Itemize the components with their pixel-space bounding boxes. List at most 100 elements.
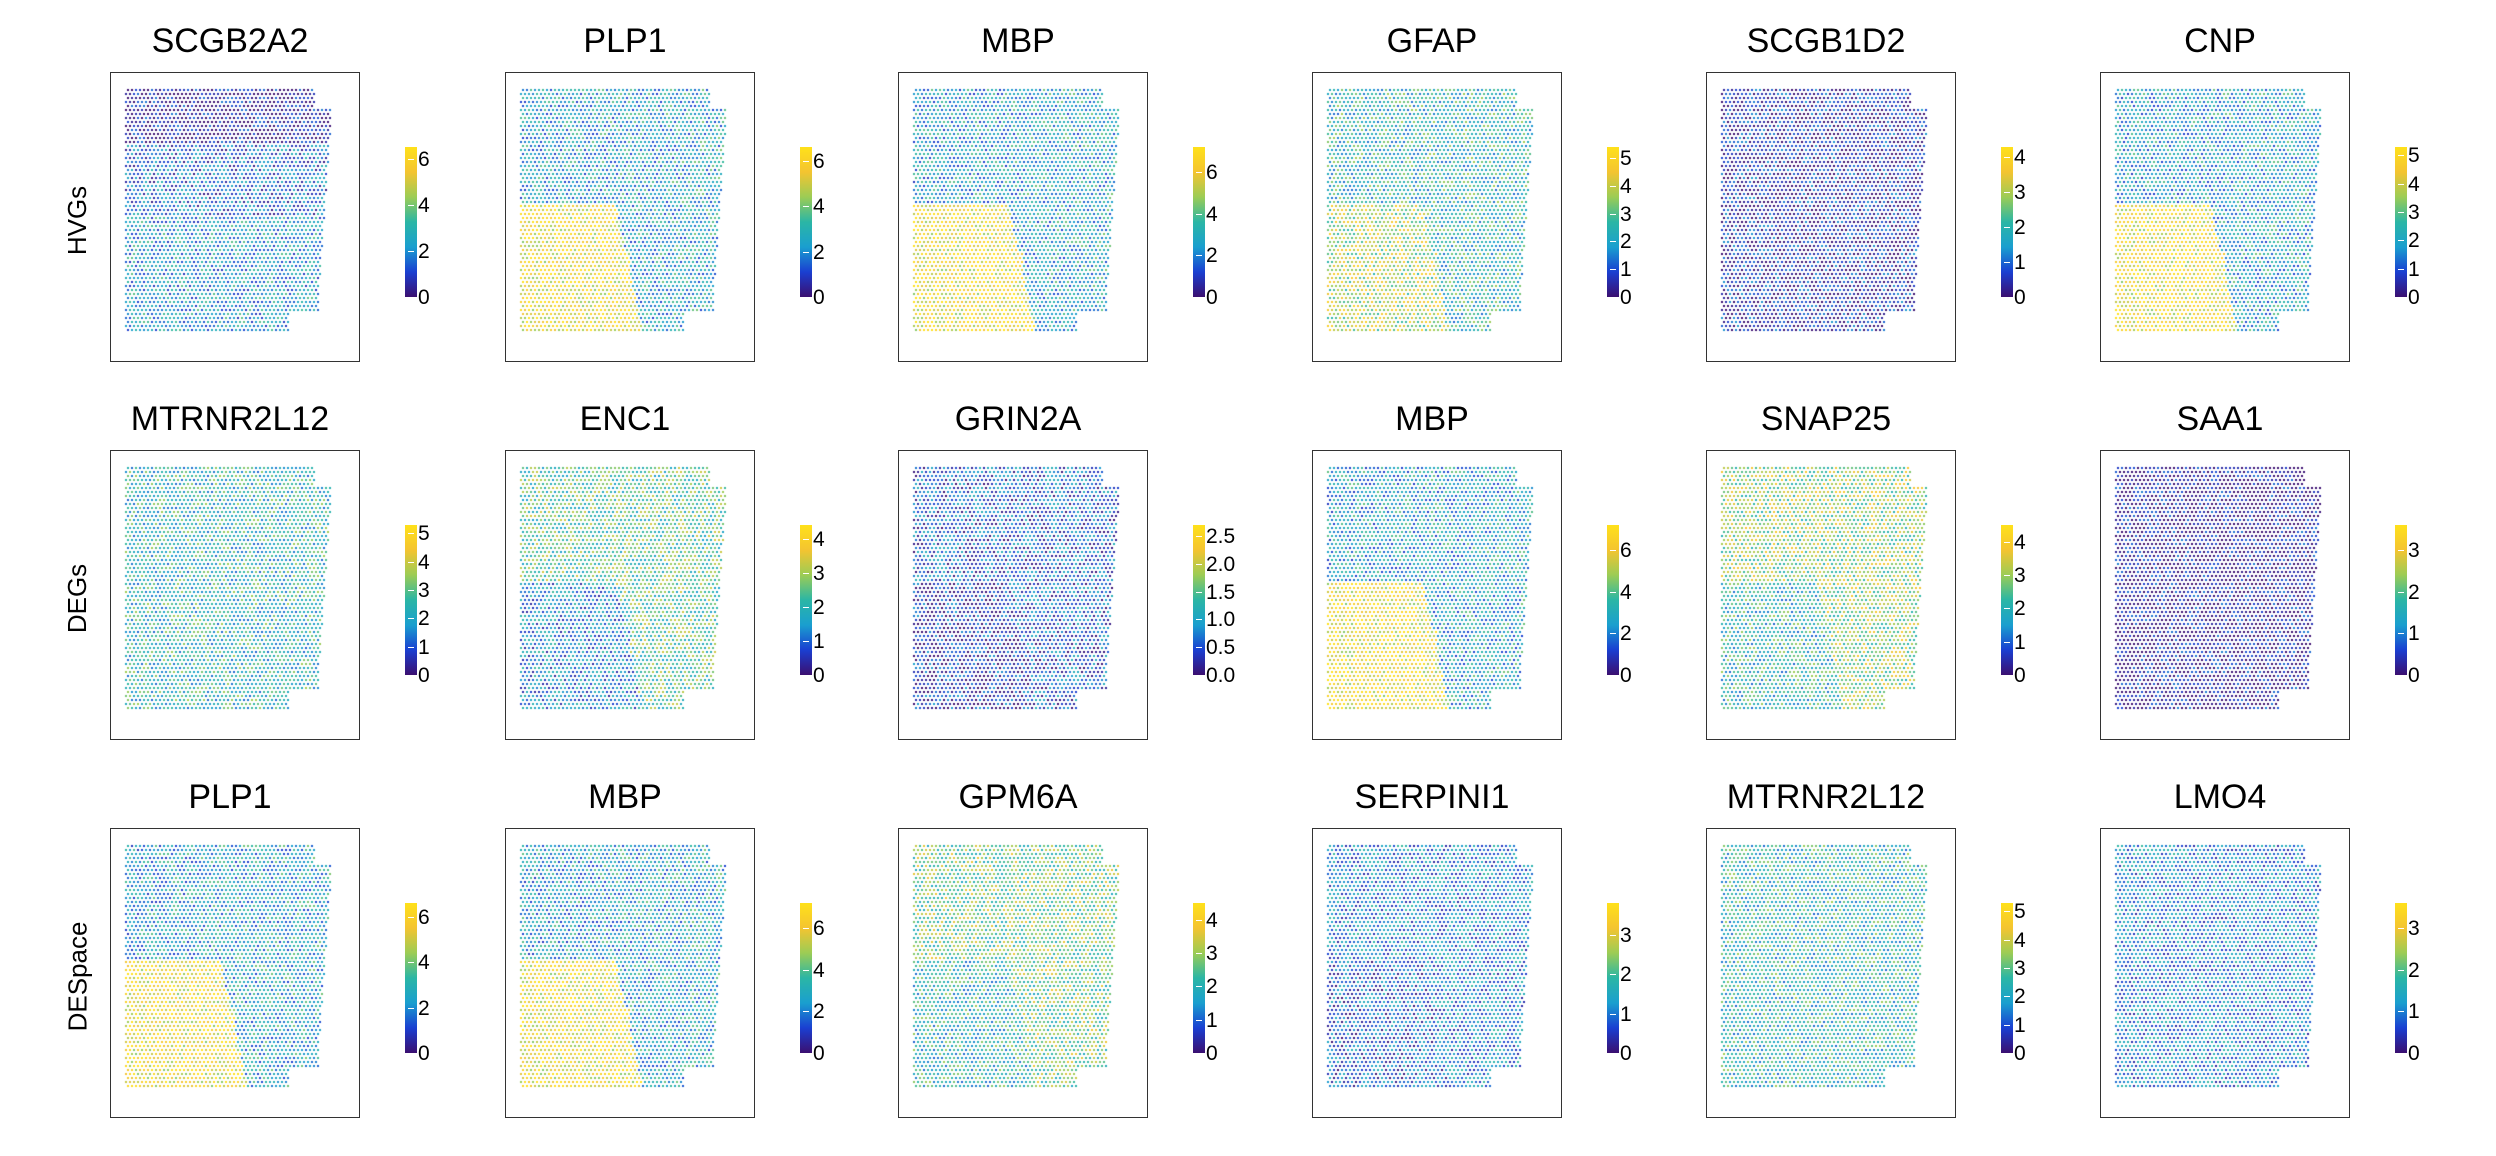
colorbar-tick-label: 6 <box>803 149 825 173</box>
colorbar <box>800 903 812 1053</box>
colorbar-tick-label: 6 <box>1196 161 1218 184</box>
colorbar-tick-label: 4 <box>2004 530 2026 554</box>
colorbar-tick-label: 2 <box>2398 580 2420 604</box>
panel-title: SCGB1D2 <box>1746 22 1906 60</box>
colorbar-tick-label: 1 <box>1196 1008 1218 1032</box>
colorbar <box>2001 525 2013 675</box>
spot-layer <box>1707 451 1954 738</box>
colorbar-tick-label: 5 <box>408 522 430 546</box>
colorbar-tick-label: 6 <box>803 917 825 940</box>
spot-layer <box>111 73 358 360</box>
colorbar-tick-label: 1 <box>2398 257 2420 281</box>
colorbar <box>1193 903 1205 1053</box>
spot-layer <box>506 73 753 360</box>
spot-layer <box>2101 829 2348 1116</box>
row-label: HVGs <box>58 70 98 370</box>
colorbar-tick-label: 6 <box>408 905 430 929</box>
panel-title: PLP1 <box>583 22 667 60</box>
spatial-plot <box>2100 828 2350 1118</box>
spot-layer <box>1313 829 1560 1116</box>
panel-title: GFAP <box>1386 22 1478 60</box>
colorbar <box>1607 525 1619 675</box>
colorbar-tick-label: 3 <box>803 561 825 585</box>
colorbar-tick-label: 4 <box>1196 908 1218 932</box>
panel: SCGB1D2 0 1 2 3 4 <box>1696 20 2096 400</box>
spatial-plot <box>898 828 1148 1118</box>
colorbar-tick-label: 2 <box>408 607 430 631</box>
colorbar-tick-label: 0 <box>803 1042 825 1065</box>
colorbar-tick-label: 6 <box>408 147 430 171</box>
panel-title: PLP1 <box>188 778 272 816</box>
panel-title: LMO4 <box>2173 778 2267 816</box>
colorbar-tick-label: 0 <box>2398 664 2420 687</box>
spatial-plot <box>110 828 360 1118</box>
colorbar-tick-label: 2 <box>1196 244 1218 268</box>
spatial-plot <box>1312 450 1562 740</box>
row-label: DESpace <box>58 826 98 1126</box>
row-label: DEGs <box>58 448 98 748</box>
colorbar-tick-label: 0 <box>1610 286 1632 309</box>
colorbar-tick-label: 4 <box>803 527 825 551</box>
spot-layer <box>506 829 753 1116</box>
colorbar <box>2395 903 2407 1053</box>
colorbar <box>1607 147 1619 297</box>
colorbar-tick-label: 2 <box>2398 229 2420 253</box>
panel: MBP 0 2 4 6 <box>495 776 895 1156</box>
panel: MTRNR2L12 0 1 2 3 4 5 <box>1696 776 2096 1156</box>
colorbar-tick-label: 1 <box>2004 251 2026 275</box>
colorbar-tick-label: 0 <box>408 1042 430 1065</box>
row-label-text: DEGs <box>62 563 93 633</box>
spatial-plot <box>1706 828 1956 1118</box>
colorbar-tick-label: 2 <box>803 1000 825 1024</box>
spot-layer <box>2101 451 2348 738</box>
panel-title: MBP <box>1395 400 1469 438</box>
colorbar-tick-label: 3 <box>2398 201 2420 225</box>
panel-title: MBP <box>588 778 662 816</box>
colorbar-tick-label: 3 <box>2004 957 2026 981</box>
colorbar-tick-label: 2 <box>803 240 825 264</box>
colorbar-tick-label: 1 <box>1610 1002 1632 1026</box>
colorbar <box>2395 525 2407 675</box>
colorbar <box>800 525 812 675</box>
colorbar-tick-label: 3 <box>2004 564 2026 587</box>
colorbar <box>2001 903 2013 1053</box>
colorbar-tick-label: 5 <box>1610 147 1632 171</box>
spatial-plot <box>110 450 360 740</box>
spot-layer <box>1313 73 1560 360</box>
colorbar-tick-label: 2 <box>2398 958 2420 982</box>
panel: MBP 0 2 4 6 <box>1302 398 1702 778</box>
panel: SNAP25 0 1 2 3 4 <box>1696 398 2096 778</box>
panel: LMO4 0 1 2 3 <box>2090 776 2490 1156</box>
colorbar-tick-label: 0 <box>408 286 430 309</box>
spatial-plot <box>898 450 1148 740</box>
colorbar-tick-label: 4 <box>2004 146 2026 170</box>
spatial-plot <box>1312 828 1562 1118</box>
colorbar-tick-label: 0 <box>1196 286 1218 309</box>
colorbar-tick-label: 4 <box>1196 202 1218 226</box>
colorbar-tick-label: 0 <box>1610 1042 1632 1065</box>
colorbar-tick-label: 5 <box>2004 900 2026 924</box>
colorbar-tick-label: 4 <box>408 193 430 217</box>
colorbar-tick-label: 2 <box>2004 597 2026 621</box>
panel: CNP 0 1 2 3 4 5 <box>2090 20 2490 400</box>
colorbar-tick-label: 4 <box>803 195 825 219</box>
spot-layer <box>899 451 1146 738</box>
colorbar-tick-label: 1.5 <box>1195 580 1236 604</box>
row-label-text: HVGs <box>62 185 93 255</box>
colorbar-tick-label: 0 <box>2004 664 2026 687</box>
colorbar-tick-label: 1 <box>2398 1000 2420 1024</box>
colorbar-tick-label: 4 <box>803 958 825 982</box>
panel: ENC1 0 1 2 3 4 <box>495 398 895 778</box>
panel: PLP1 0 2 4 6 <box>495 20 895 400</box>
colorbar <box>405 147 417 297</box>
panel-title: GPM6A <box>958 778 1078 816</box>
spot-layer <box>1313 451 1560 738</box>
colorbar-tick-label: 4 <box>1610 174 1632 198</box>
colorbar-tick-label: 2 <box>1610 622 1632 646</box>
spot-layer <box>111 829 358 1116</box>
panel-title: MTRNR2L12 <box>1726 778 1926 816</box>
panel: GFAP 0 1 2 3 4 5 <box>1302 20 1702 400</box>
colorbar-tick-label: 1 <box>1610 258 1632 282</box>
colorbar-tick-label: 5 <box>2398 144 2420 168</box>
panel-title: SAA1 <box>2176 400 2264 438</box>
